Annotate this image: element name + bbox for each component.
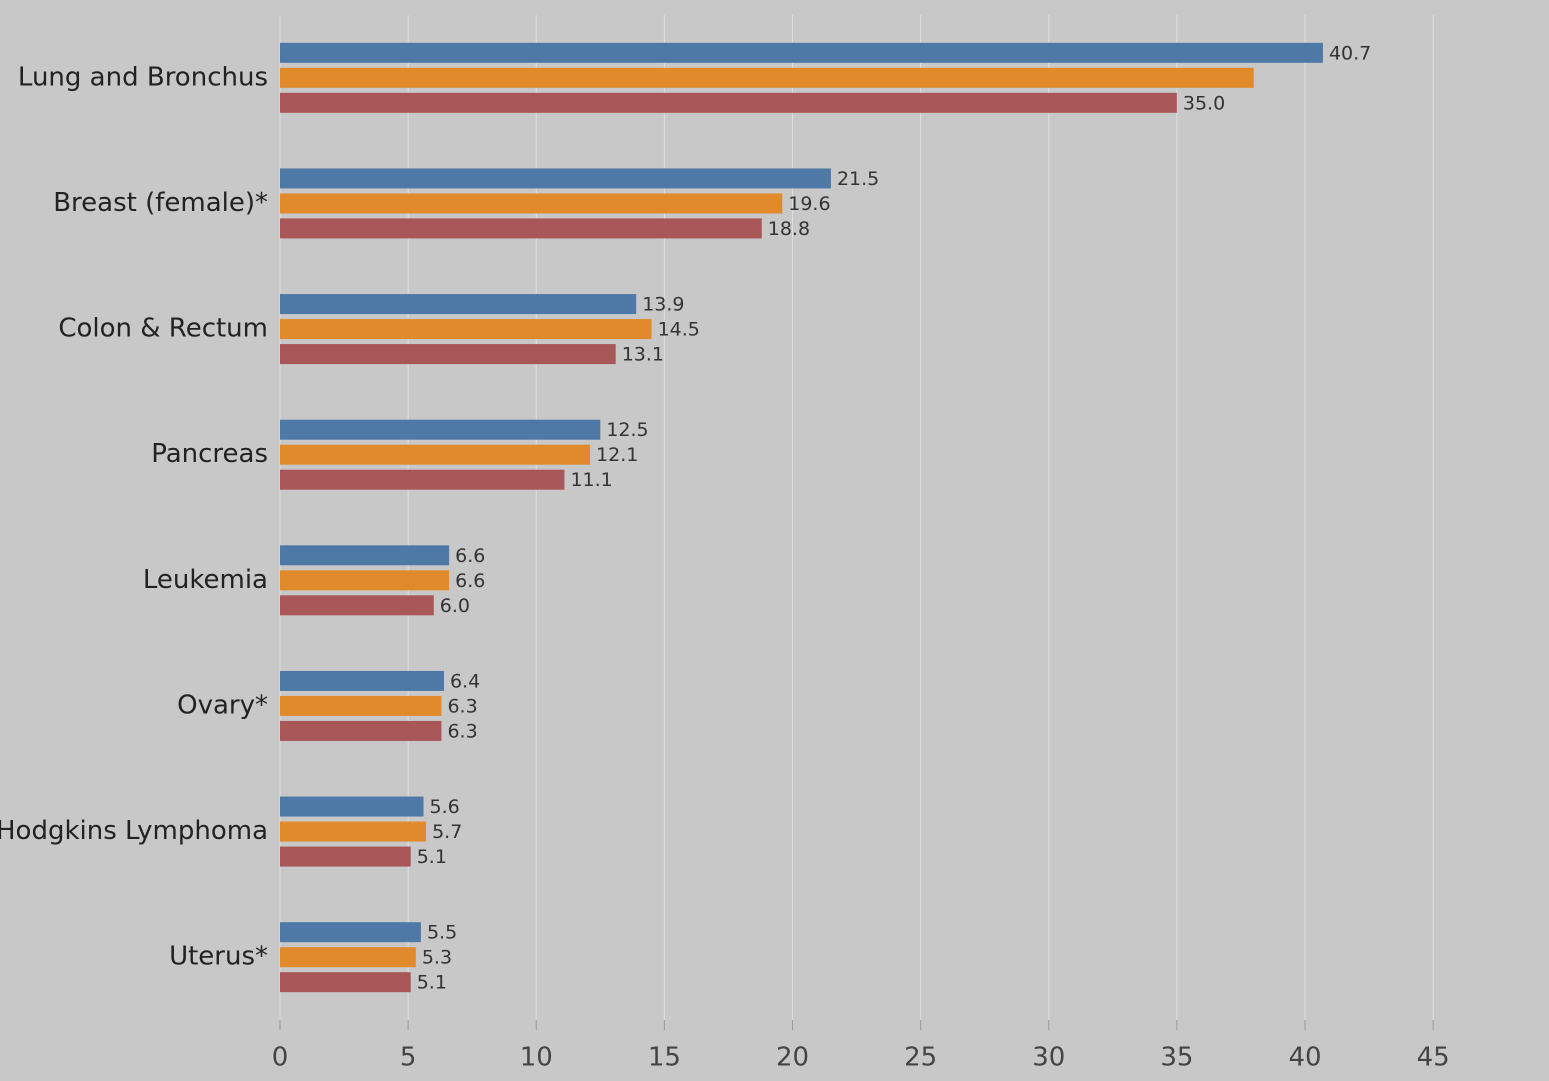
- value-label: 6.0: [440, 595, 470, 617]
- value-label: 11.1: [570, 469, 612, 491]
- value-label: 14.5: [658, 319, 700, 341]
- bar: [280, 469, 565, 490]
- category-label: Non-Hodgkins Lymphoma: [0, 816, 268, 846]
- value-label: 19.6: [788, 193, 830, 215]
- value-label: 35.0: [1183, 92, 1225, 114]
- x-tick-label: 25: [904, 1043, 937, 1073]
- bar: [280, 193, 783, 214]
- bar: [280, 67, 1254, 88]
- bar: [280, 344, 616, 365]
- bar: [280, 570, 450, 591]
- value-label: 6.6: [455, 570, 485, 592]
- bar: [280, 947, 416, 968]
- bar: [280, 972, 411, 993]
- category-label: Lung and Bronchus: [18, 62, 268, 92]
- value-label: 6.3: [447, 720, 477, 742]
- value-label: 21.5: [837, 168, 879, 190]
- category-label: Ovary*: [177, 690, 268, 720]
- value-label: 13.1: [622, 344, 664, 366]
- bar: [280, 720, 442, 741]
- category-label: Uterus*: [169, 942, 268, 972]
- value-label: 40.7: [1329, 42, 1371, 64]
- x-tick-label: 30: [1032, 1043, 1065, 1073]
- category-label: Pancreas: [151, 439, 268, 469]
- bar: [280, 922, 421, 943]
- bar: [280, 670, 444, 691]
- category-label: Breast (female)*: [53, 188, 268, 218]
- category-label: Colon & Rectum: [58, 314, 268, 344]
- x-tick-label: 20: [776, 1043, 809, 1073]
- value-label: 5.1: [417, 846, 447, 868]
- x-tick-label: 10: [520, 1043, 553, 1073]
- value-label: 12.5: [606, 419, 648, 441]
- value-label: 5.1: [417, 972, 447, 994]
- value-label: 13.9: [642, 294, 684, 316]
- x-tick-label: 45: [1417, 1043, 1450, 1073]
- value-label: 18.8: [768, 218, 810, 240]
- bar: [280, 595, 434, 616]
- category-label: Leukemia: [143, 565, 268, 595]
- bar: [280, 92, 1177, 113]
- bar: [280, 218, 762, 239]
- bar: [280, 42, 1323, 63]
- bar: [280, 796, 424, 817]
- value-label: 6.6: [455, 545, 485, 567]
- value-label: 5.5: [427, 922, 457, 944]
- x-tick-label: 40: [1288, 1043, 1321, 1073]
- bar: [280, 695, 442, 716]
- x-tick-label: 35: [1160, 1043, 1193, 1073]
- bar: [280, 419, 601, 440]
- value-label: 12.1: [596, 444, 638, 466]
- value-label: 5.7: [432, 821, 462, 843]
- bar: [280, 444, 591, 465]
- x-tick-label: 5: [400, 1043, 417, 1073]
- x-tick-label: 0: [272, 1043, 289, 1073]
- x-tick-label: 15: [648, 1043, 681, 1073]
- bar: [280, 821, 427, 842]
- value-label: 5.6: [430, 796, 460, 818]
- value-label: 6.3: [447, 695, 477, 717]
- bar: [280, 846, 411, 867]
- bar: [280, 319, 652, 340]
- value-label: 6.4: [450, 670, 480, 692]
- bar: [280, 168, 831, 189]
- value-label: 5.3: [422, 947, 452, 969]
- bar: [280, 294, 637, 315]
- bar: [280, 545, 450, 566]
